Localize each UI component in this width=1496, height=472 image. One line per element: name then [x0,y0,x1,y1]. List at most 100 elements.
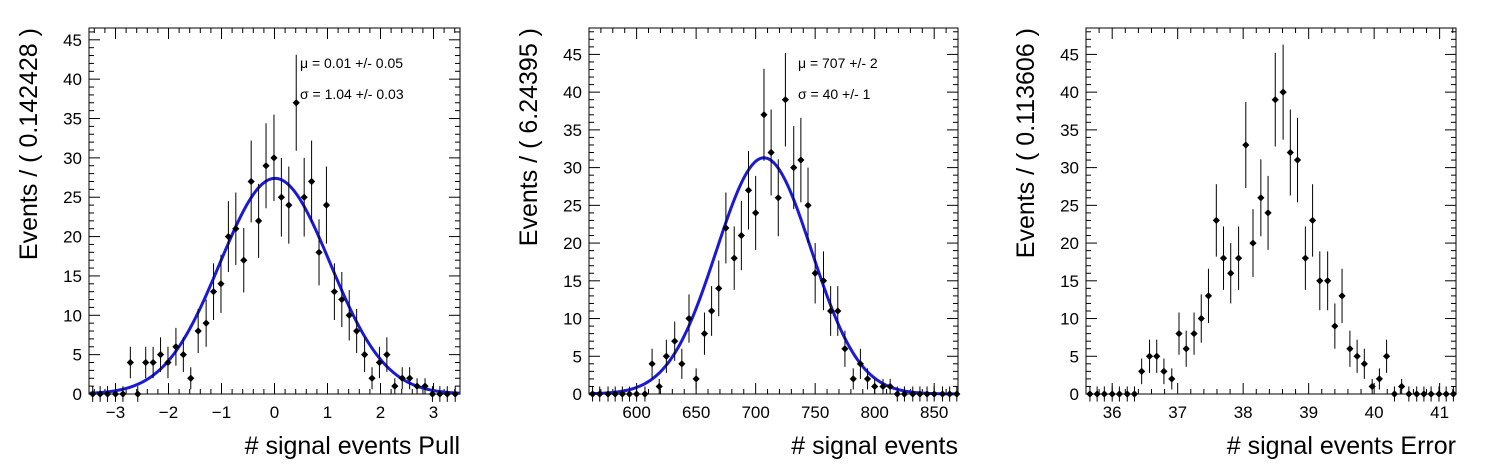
data-point [715,260,723,317]
point-marker [596,390,604,398]
fit-curve [88,176,461,395]
data-point [1301,226,1309,290]
data-point [1286,109,1294,196]
point-marker [797,156,805,164]
point-marker [625,390,634,398]
x-tick-label: 37 [1168,403,1187,422]
data-point [797,117,805,203]
point-marker [330,288,338,296]
point-marker [1175,330,1183,338]
data-point [1324,251,1332,311]
point-marker [849,375,857,383]
point-marker [685,314,693,323]
point-marker [1346,345,1354,353]
data-point [1316,251,1324,311]
data-point [292,54,300,151]
data-point [1086,386,1094,402]
data-point [1197,294,1205,343]
point-marker [1382,352,1391,360]
point-marker [149,358,157,367]
data-point [923,386,931,402]
data-point [871,378,879,394]
point-marker [774,194,782,202]
chart-panel-3: 0 5 10 15 20 25 30 35 40 45 36 37 38 39 40 41 # signal e… [1012,27,1457,460]
data-point [730,226,738,290]
point-marker [841,345,849,353]
data-point [863,368,872,390]
data-point [262,123,270,209]
data-point [1331,303,1339,349]
point-marker [353,327,361,335]
data-point [841,330,849,367]
y-tick-label: 40 [1060,83,1079,102]
point-marker [1390,390,1399,398]
point-marker [1442,390,1450,398]
y-tick-label: 5 [573,347,582,366]
data-point [909,386,917,402]
point-marker [443,390,451,398]
fit-curve [588,156,959,396]
data-point [451,386,459,402]
point-marker [804,201,812,209]
data-point [1212,184,1220,257]
plot-frame [1085,27,1457,395]
point-marker [96,390,104,398]
point-marker [1324,277,1332,285]
point-marker [1086,390,1094,398]
data-point [946,386,954,402]
y-tick-label: 30 [563,159,582,178]
data-point [1100,386,1108,402]
data-point [1227,243,1235,304]
point-marker [604,390,612,398]
point-marker [1257,194,1265,202]
x-tick-label: 38 [1234,403,1253,422]
data-point [421,378,429,394]
data-point [443,386,451,402]
data-point [596,386,604,402]
data-point [953,386,961,402]
x-tick-label: 3 [429,403,438,422]
point-marker [946,390,954,398]
x-tick-label: 750 [801,403,829,422]
data-point [752,175,760,250]
point-marker [730,254,738,262]
x-tick-label: 2 [376,403,385,422]
data-point [413,378,421,394]
data-point [760,68,768,161]
data-point [916,386,924,402]
point-marker [588,390,597,398]
data-point [641,386,649,402]
y-tick-label: 45 [63,31,82,50]
point-marker [916,390,924,398]
point-marker [240,256,248,264]
point-marker [722,224,730,232]
x-tick-label: −2 [159,403,178,422]
data-point [1153,339,1161,373]
point-marker [633,390,641,398]
data-point [345,290,353,341]
data-point [662,339,670,373]
data-point [1249,209,1257,278]
data-point [89,386,97,402]
data-point [1115,386,1123,402]
data-point [744,151,753,230]
point-marker [164,358,172,367]
data-point [1093,386,1101,402]
point-marker [247,177,255,186]
point-marker [1242,141,1250,149]
y-tick-label: 5 [1070,347,1079,366]
data-point [648,348,656,379]
point-marker [760,111,768,119]
point-marker [648,360,656,368]
point-marker [1160,367,1168,375]
point-marker [1353,352,1361,360]
point-marker [856,360,864,368]
x-tick-label: 700 [741,403,769,422]
data-point [247,140,255,223]
point-marker [662,352,670,360]
point-marker [111,390,120,398]
point-marker [451,390,459,398]
point-marker [923,390,931,398]
data-point [781,52,790,147]
